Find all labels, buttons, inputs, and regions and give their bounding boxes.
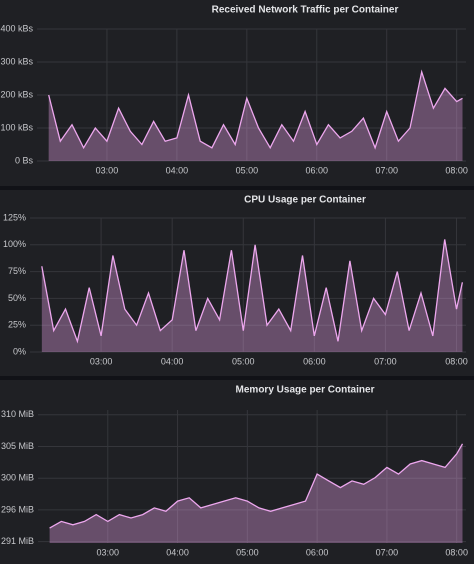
y-tick-label: 0 Bs	[15, 155, 34, 165]
chart-title: CPU Usage per Container	[244, 195, 366, 206]
x-tick-label: 04:00	[166, 547, 189, 557]
line	[49, 443, 464, 529]
y-tick-label: 25%	[8, 320, 26, 330]
panel	[0, 0, 474, 186]
x-tick-label: 05:00	[236, 165, 259, 175]
y-tick-label: 200 kBs	[0, 89, 33, 99]
y-tick-label: 100 kBs	[0, 122, 33, 132]
x-tick-label: 05:00	[232, 356, 255, 366]
x-tick-label: 03:00	[96, 165, 119, 175]
x-tick-label: 08:00	[445, 165, 468, 175]
x-tick-label: 08:00	[445, 547, 468, 557]
x-tick-label: 06:00	[303, 356, 326, 366]
chart-title: Received Network Traffic per Container	[212, 5, 399, 16]
x-tick-label: 04:00	[166, 165, 189, 175]
line	[41, 239, 464, 344]
line	[48, 69, 463, 150]
x-tick-label: 03:00	[90, 356, 113, 366]
x-tick-label: 07:00	[374, 356, 397, 366]
y-tick-label: 310 MiB	[1, 409, 34, 419]
x-tick-label: 07:00	[376, 547, 399, 557]
x-tick-label: 07:00	[375, 165, 398, 175]
y-tick-label: 100%	[3, 239, 26, 249]
x-tick-label: 04:00	[161, 356, 184, 366]
y-tick-label: 296 MiB	[1, 504, 34, 514]
panel	[0, 190, 474, 376]
y-tick-label: 0%	[13, 346, 26, 356]
y-tick-label: 75%	[8, 266, 26, 276]
x-tick-label: 05:00	[236, 547, 259, 557]
y-tick-label: 125%	[3, 212, 26, 222]
y-tick-label: 291 MiB	[1, 536, 34, 546]
area	[48, 71, 463, 161]
y-tick-label: 400 kBs	[0, 23, 33, 33]
y-tick-label: 50%	[8, 293, 26, 303]
area	[49, 443, 463, 543]
area	[41, 239, 463, 352]
chart-title: Memory Usage per Container	[236, 385, 375, 396]
y-tick-label: 305 MiB	[1, 441, 34, 451]
x-tick-label: 06:00	[306, 547, 329, 557]
x-tick-label: 08:00	[445, 356, 468, 366]
y-tick-label: 300 kBs	[0, 56, 33, 66]
x-tick-label: 03:00	[97, 547, 120, 557]
x-tick-label: 06:00	[306, 165, 329, 175]
y-tick-label: 300 MiB	[1, 473, 34, 483]
